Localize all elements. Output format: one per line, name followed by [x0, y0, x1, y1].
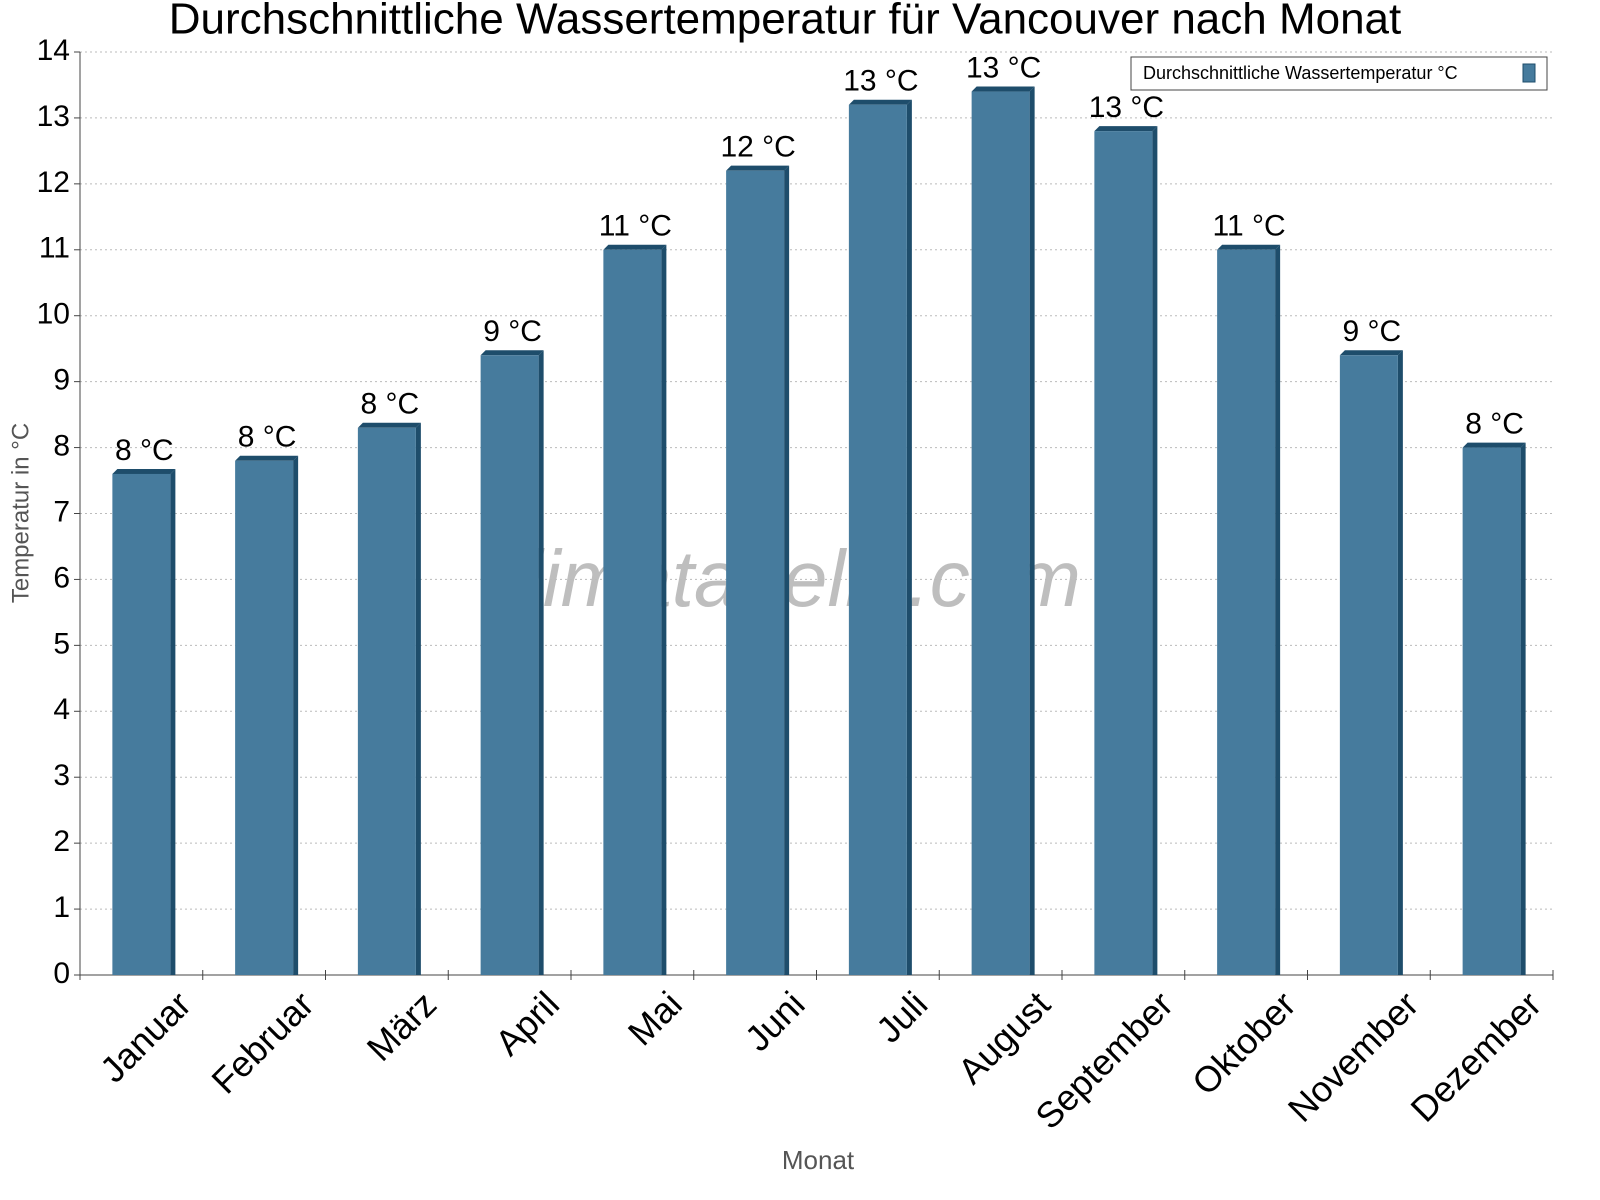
- y-tick-label: 10: [37, 298, 70, 331]
- bar: [1462, 447, 1521, 976]
- x-tick-label: Juni: [737, 983, 813, 1059]
- bar: [235, 460, 294, 975]
- bar: [1094, 131, 1153, 976]
- x-axis-title: Monat: [782, 1145, 855, 1175]
- value-label: 13 °C: [843, 65, 918, 98]
- bar-side: [170, 468, 176, 975]
- legend-swatch: [1522, 63, 1536, 83]
- value-label: 11 °C: [1213, 210, 1286, 243]
- x-tick-label: Dezember: [1403, 983, 1549, 1129]
- bar-side: [1275, 244, 1281, 976]
- bar: [112, 473, 171, 975]
- bar-side: [293, 455, 299, 975]
- y-tick-label: 3: [53, 759, 70, 792]
- bar-side: [661, 244, 667, 976]
- x-tick-label: Oktober: [1184, 983, 1304, 1103]
- value-label: 9 °C: [1343, 315, 1402, 348]
- bar-side: [906, 99, 912, 975]
- y-tick-label: 5: [53, 627, 70, 660]
- bar: [480, 355, 539, 975]
- legend-box: [1130, 56, 1548, 91]
- value-label: 8 °C: [361, 388, 420, 421]
- bar-side: [1029, 86, 1035, 976]
- chart-title: Durchschnittliche Wassertemperatur für V…: [169, 0, 1402, 44]
- bar-top: [971, 86, 1035, 92]
- bar-side: [1152, 126, 1158, 976]
- y-tick-label: 1: [53, 891, 70, 924]
- value-label: 12 °C: [720, 131, 795, 164]
- value-label: 8 °C: [115, 434, 174, 467]
- bar-side: [1520, 442, 1526, 976]
- bar-top: [1339, 350, 1403, 356]
- bar: [357, 427, 416, 975]
- y-tick-label: 14: [37, 34, 70, 67]
- bar: [1339, 355, 1398, 975]
- bar-top: [726, 165, 790, 171]
- bar-top: [603, 244, 667, 250]
- y-tick-label: 13: [37, 100, 70, 133]
- value-label: 13 °C: [1089, 91, 1164, 124]
- bar: [726, 170, 785, 975]
- y-tick-label: 2: [53, 825, 70, 858]
- y-tick-label: 12: [37, 166, 70, 199]
- bar-top: [1094, 126, 1158, 132]
- value-label: 13 °C: [966, 51, 1041, 84]
- bar: [848, 104, 907, 975]
- x-tick-label: April: [487, 983, 567, 1063]
- x-tick-label: Mai: [620, 983, 690, 1053]
- y-tick-label: 4: [53, 693, 70, 726]
- bar: [603, 249, 662, 976]
- x-tick-label: Februar: [203, 983, 321, 1101]
- bar-top: [480, 350, 544, 356]
- x-tick-label: November: [1280, 983, 1426, 1129]
- y-tick-label: 8: [53, 429, 70, 462]
- value-label: 8 °C: [238, 421, 297, 454]
- value-label: 11 °C: [599, 210, 672, 243]
- bar-side: [1397, 350, 1403, 975]
- value-label: 9 °C: [483, 315, 542, 348]
- legend-label: Durchschnittliche Wassertemperatur °C: [1143, 63, 1458, 83]
- bar-top: [357, 422, 421, 428]
- bar-top: [112, 468, 176, 474]
- y-tick-label: 6: [53, 561, 70, 594]
- bar: [1217, 249, 1276, 976]
- x-tick-label: Januar: [92, 983, 199, 1090]
- y-tick-label: 7: [53, 495, 70, 528]
- y-axis-title: Temperatur in °C: [7, 423, 34, 603]
- bar-top: [848, 99, 912, 105]
- y-tick-label: 11: [39, 232, 70, 265]
- bar-side: [538, 350, 544, 975]
- x-tick-label: Juli: [868, 983, 935, 1050]
- bar: [971, 91, 1030, 976]
- bar-top: [1217, 244, 1281, 250]
- bar-top: [1462, 442, 1526, 448]
- bar-top: [235, 455, 299, 461]
- y-tick-label: 9: [53, 364, 70, 397]
- bar-side: [415, 422, 421, 975]
- x-tick-label: März: [359, 983, 445, 1069]
- value-label: 8 °C: [1465, 407, 1524, 440]
- x-tick-label: August: [950, 983, 1058, 1091]
- bar-side: [784, 165, 790, 975]
- y-tick-label: 0: [53, 957, 70, 990]
